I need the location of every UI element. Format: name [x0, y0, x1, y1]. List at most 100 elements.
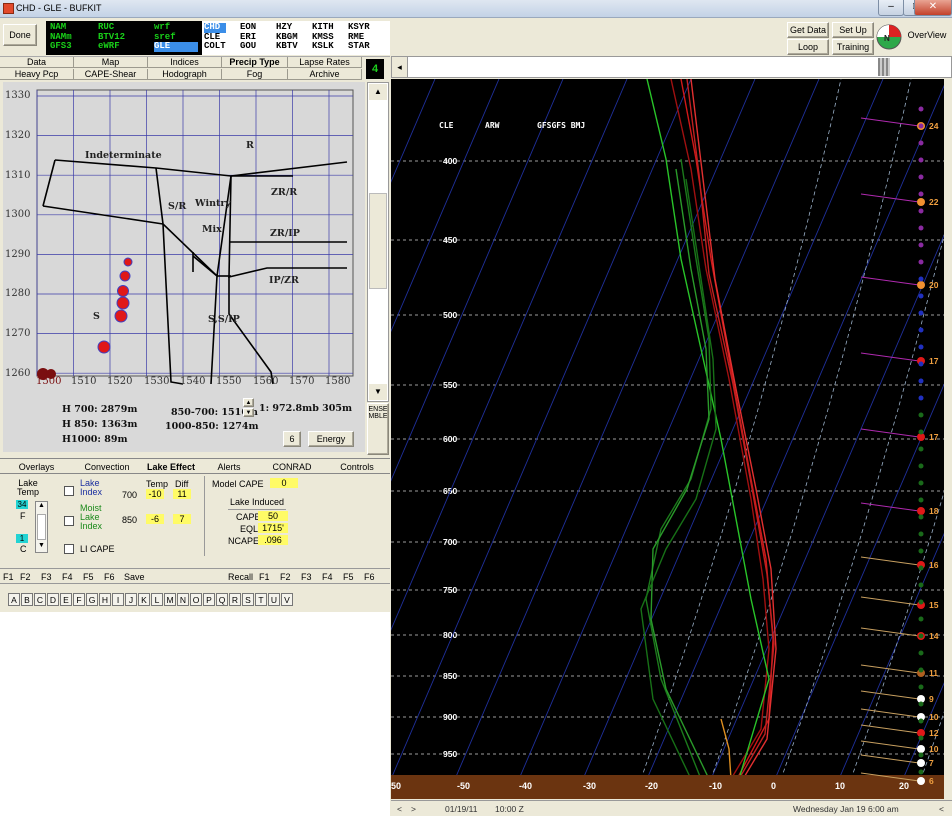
recall-f2[interactable]: F2	[280, 572, 291, 582]
station-hzy[interactable]: HZY	[276, 22, 293, 32]
time-scrollbar[interactable]: ◂	[391, 56, 952, 78]
tab-overlays[interactable]: Overlays	[18, 462, 55, 472]
scroll-left-icon[interactable]: ◂	[392, 57, 408, 77]
letter-button-r[interactable]: R	[229, 593, 241, 606]
station-star[interactable]: STAR	[348, 41, 370, 51]
station-eri[interactable]: ERI	[240, 31, 257, 42]
letter-button-o[interactable]: O	[190, 593, 202, 606]
letter-button-a[interactable]: A	[8, 593, 20, 606]
letter-button-v[interactable]: V	[281, 593, 293, 606]
tab-hodograph[interactable]: Hodograph	[148, 69, 222, 80]
li-cape-checkbox[interactable]	[64, 544, 74, 554]
letter-button-k[interactable]: K	[138, 593, 150, 606]
loop-button[interactable]: Loop	[787, 39, 829, 55]
tab-lake-effect[interactable]: Lake Effect	[146, 462, 196, 472]
scroll-up-icon[interactable]: ▲	[369, 84, 387, 100]
lake-temp-spinner[interactable]: ▲ ▼	[35, 501, 48, 553]
station-rme[interactable]: RME	[348, 31, 365, 42]
tab-fog[interactable]: Fog	[222, 69, 288, 80]
letter-button-t[interactable]: T	[255, 593, 267, 606]
recall-f5[interactable]: F5	[343, 572, 354, 582]
tab-map[interactable]: Map	[74, 57, 148, 68]
next-time-button[interactable]: >	[411, 804, 416, 814]
done-button[interactable]: Done	[3, 24, 37, 46]
get-data-button[interactable]: Get Data	[787, 22, 829, 38]
spin-down-icon[interactable]: ▼	[38, 542, 45, 549]
recall-f4[interactable]: F4	[322, 572, 333, 582]
vertical-scrollbar[interactable]: ▲ ▼	[367, 82, 389, 402]
letter-button-l[interactable]: L	[151, 593, 163, 606]
letter-button-c[interactable]: C	[34, 593, 46, 606]
spin-track[interactable]	[37, 514, 46, 540]
station-kith[interactable]: KITH	[312, 22, 334, 32]
tab-cape-shear[interactable]: CAPE-Shear	[74, 69, 148, 80]
lake-index-checkbox[interactable]	[64, 486, 74, 496]
model-sref[interactable]: sref	[154, 31, 176, 42]
letter-button-m[interactable]: M	[164, 593, 176, 606]
tab-controls[interactable]: Controls	[340, 462, 374, 472]
setup-button[interactable]: Set Up	[832, 22, 874, 38]
save-f2[interactable]: F2	[20, 572, 31, 582]
ensemble-button[interactable]: ENSEMBLE	[367, 403, 389, 455]
scroll-down-icon[interactable]: ▼	[369, 384, 387, 400]
letter-button-g[interactable]: G	[86, 593, 98, 606]
letter-button-e[interactable]: E	[60, 593, 72, 606]
letter-button-d[interactable]: D	[47, 593, 59, 606]
model-wrf[interactable]: wrf	[154, 22, 171, 32]
level-up-button[interactable]: ▲	[243, 398, 254, 407]
model-ruc[interactable]: RUC	[98, 22, 115, 32]
energy-button[interactable]: Energy	[308, 431, 354, 447]
tab-alerts[interactable]: Alerts	[217, 462, 241, 472]
minimize-button[interactable]: –	[878, 0, 904, 16]
save-f5[interactable]: F5	[83, 572, 94, 582]
save-f6[interactable]: F6	[104, 572, 115, 582]
station-cle[interactable]: CLE	[204, 31, 221, 42]
station-kslk[interactable]: KSLK	[312, 41, 334, 51]
tab-lapse-rates[interactable]: Lapse Rates	[288, 57, 362, 68]
model-gle[interactable]: GLE	[154, 41, 198, 52]
model-nam[interactable]: NAM	[50, 22, 67, 32]
save-f4[interactable]: F4	[62, 572, 73, 582]
station-eon[interactable]: EON	[240, 22, 257, 32]
six-button[interactable]: 6	[283, 431, 301, 447]
letter-button-q[interactable]: Q	[216, 593, 228, 606]
moist-lake-index-checkbox[interactable]	[64, 516, 74, 526]
letter-button-p[interactable]: P	[203, 593, 215, 606]
tab-indices[interactable]: Indices	[148, 57, 222, 68]
save-f1[interactable]: F1	[3, 572, 14, 582]
station-kmss[interactable]: KMSS	[312, 31, 334, 42]
overview-button[interactable]: OverView	[903, 24, 951, 48]
letter-button-f[interactable]: F	[73, 593, 85, 606]
model-btv12[interactable]: BTV12	[98, 31, 126, 42]
station-kbgm[interactable]: KBGM	[276, 31, 298, 42]
recall-f1[interactable]: F1	[259, 572, 270, 582]
station-gou[interactable]: GOU	[240, 41, 257, 51]
model-gfs3[interactable]: GFS3	[50, 41, 72, 51]
letter-button-i[interactable]: I	[112, 593, 124, 606]
model-ewrf[interactable]: eWRF	[98, 41, 120, 51]
tab-data[interactable]: Data	[0, 57, 74, 68]
scroll-thumb[interactable]	[878, 58, 890, 76]
tab-heavy-pcp[interactable]: Heavy Pcp	[0, 69, 74, 80]
training-button[interactable]: Training	[832, 39, 874, 55]
spin-up-icon[interactable]: ▲	[38, 502, 45, 509]
prev-time-button[interactable]: <	[397, 804, 402, 814]
recall-f6[interactable]: F6	[364, 572, 375, 582]
letter-button-u[interactable]: U	[268, 593, 280, 606]
letter-button-s[interactable]: S	[242, 593, 254, 606]
status-right-arrow[interactable]: <	[939, 804, 944, 814]
recall-f3[interactable]: F3	[301, 572, 312, 582]
station-ksyr[interactable]: KSYR	[348, 22, 370, 32]
close-button[interactable]: ✕	[914, 0, 952, 16]
letter-button-h[interactable]: H	[99, 593, 111, 606]
tab-precip-type[interactable]: Precip Type	[222, 57, 288, 68]
scroll-thumb[interactable]	[369, 193, 387, 289]
station-colt[interactable]: COLT	[204, 41, 226, 51]
level-down-button[interactable]: ▼	[243, 408, 254, 417]
letter-button-b[interactable]: B	[21, 593, 33, 606]
station-kbtv[interactable]: KBTV	[276, 41, 298, 51]
save-f3[interactable]: F3	[41, 572, 52, 582]
letter-button-j[interactable]: J	[125, 593, 137, 606]
tab-convection[interactable]: Convection	[84, 462, 130, 472]
letter-button-n[interactable]: N	[177, 593, 189, 606]
